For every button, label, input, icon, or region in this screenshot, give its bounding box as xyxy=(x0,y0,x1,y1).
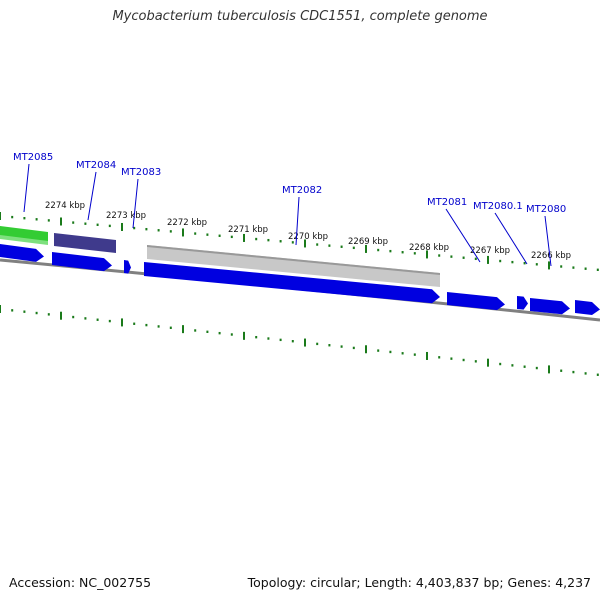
scale-label: 2272 kbp xyxy=(167,218,207,228)
scale-label: 2273 kbp xyxy=(106,211,146,221)
scale-label: 2266 kbp xyxy=(531,251,571,261)
gene-leader-line xyxy=(295,196,300,246)
genome-summary: Topology: circular; Length: 4,403,837 bp… xyxy=(247,575,591,590)
gene-label: MT2081 xyxy=(427,197,467,208)
gene-leader-line xyxy=(132,178,139,229)
gene-label: MT2083 xyxy=(121,167,161,178)
gene-leader-line xyxy=(445,208,481,263)
gene-label: MT2084 xyxy=(76,160,116,171)
outer-tick-track xyxy=(0,212,599,272)
feature-gray xyxy=(147,245,440,287)
cds-arrow xyxy=(447,292,505,311)
gene-label: MT2082 xyxy=(282,185,322,196)
cds-arrow xyxy=(124,260,131,274)
scale-label: 2268 kbp xyxy=(409,243,449,253)
cds-arrow xyxy=(0,244,44,262)
scale-label: 2270 kbp xyxy=(288,232,328,242)
feature-green-shade xyxy=(0,235,48,245)
gene-label: MT2080 xyxy=(526,204,566,215)
gene-leader-line xyxy=(23,163,30,213)
scale-label: 2267 kbp xyxy=(470,246,510,256)
cds-arrow xyxy=(517,296,528,310)
cds-arrow xyxy=(575,300,600,316)
cds-arrow xyxy=(530,298,570,315)
inner-tick-track xyxy=(0,305,599,376)
scale-label: 2269 kbp xyxy=(348,237,388,247)
accession-label: Accession: NC_002755 xyxy=(9,575,152,590)
scale-label: 2274 kbp xyxy=(45,201,85,211)
cds-arrow xyxy=(144,262,440,304)
gene-leader-line xyxy=(87,171,97,221)
gene-leader-line xyxy=(494,212,528,265)
gene-label: MT2080.1 xyxy=(473,201,523,212)
cds-arrow xyxy=(52,252,112,272)
gene-label: MT2085 xyxy=(13,152,53,163)
feature-purple xyxy=(54,233,116,253)
feature-gray-edge xyxy=(147,245,440,275)
map-title: Mycobacterium tuberculosis CDC1551, comp… xyxy=(112,9,488,24)
scale-label: 2271 kbp xyxy=(228,225,268,235)
gene-leader-line xyxy=(544,215,552,267)
